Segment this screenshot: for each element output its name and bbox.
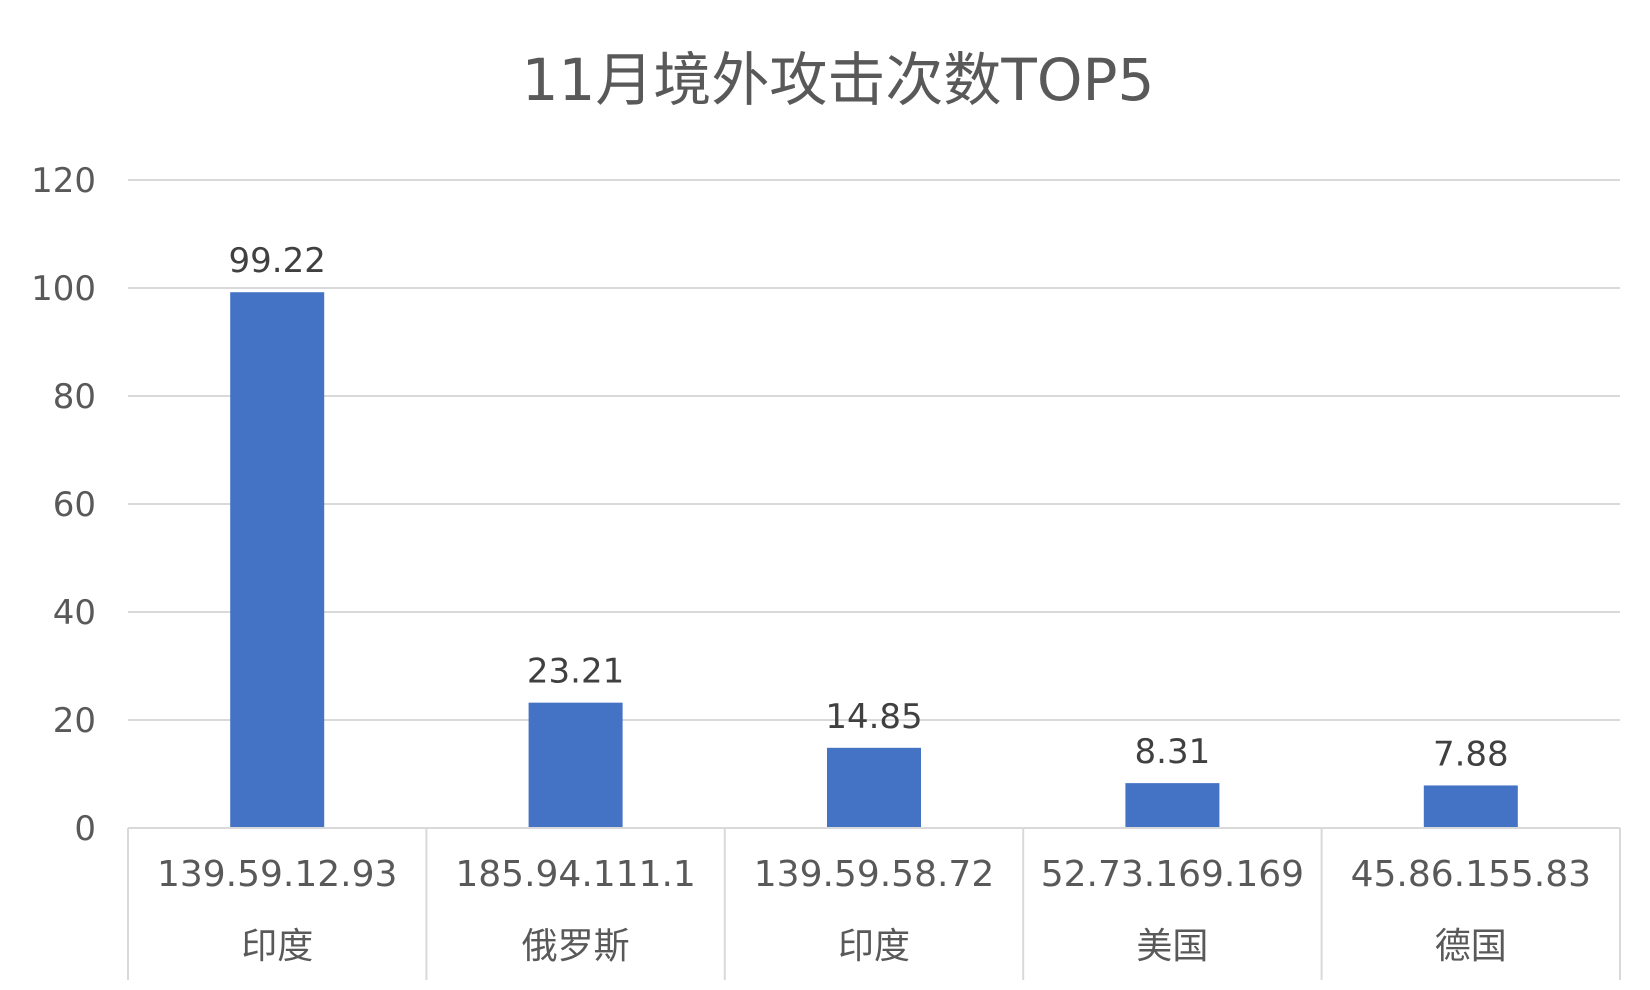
y-tick-label: 60 [53, 485, 96, 525]
category-ip-label: 139.59.58.72 [754, 854, 994, 895]
y-axis-ticks: 0 20 40 60 80 100 120 [31, 161, 96, 849]
category-ip-label: 185.94.111.1 [455, 854, 695, 895]
category-country-label: 德国 [1435, 926, 1507, 967]
bar [1423, 785, 1518, 828]
category-ip-label: 52.73.169.169 [1041, 854, 1304, 895]
y-tick-label: 100 [31, 269, 96, 309]
x-axis: 139.59.12.93 印度 185.94.111.1 俄罗斯 139.59.58.7… [127, 827, 1621, 980]
data-label: 7.88 [1433, 734, 1509, 774]
gridlines [128, 179, 1620, 721]
bar [827, 747, 921, 828]
bars [230, 292, 1518, 828]
y-tick-label: 80 [53, 377, 96, 417]
bar [528, 702, 623, 828]
data-label: 99.22 [229, 241, 326, 281]
data-label: 14.85 [825, 697, 922, 737]
bar [230, 292, 325, 828]
category-ip-label: 139.59.12.93 [157, 854, 397, 895]
data-labels: 99.22 23.21 14.85 8.31 7.88 [229, 241, 1509, 774]
y-tick-label: 0 [74, 809, 96, 849]
category-country-label: 印度 [838, 926, 910, 967]
category-country-label: 俄罗斯 [522, 926, 630, 967]
chart-title: 11月境外攻击次数TOP5 [522, 46, 1155, 114]
category-country-label: 美国 [1136, 926, 1208, 967]
category-ip-label: 45.86.155.83 [1351, 854, 1591, 895]
y-tick-label: 40 [53, 593, 96, 633]
y-tick-label: 120 [31, 161, 96, 201]
category-country-label: 印度 [241, 926, 313, 967]
y-tick-label: 20 [53, 701, 96, 741]
data-label: 23.21 [527, 652, 624, 692]
bar [1125, 783, 1220, 828]
data-label: 8.31 [1135, 732, 1211, 772]
